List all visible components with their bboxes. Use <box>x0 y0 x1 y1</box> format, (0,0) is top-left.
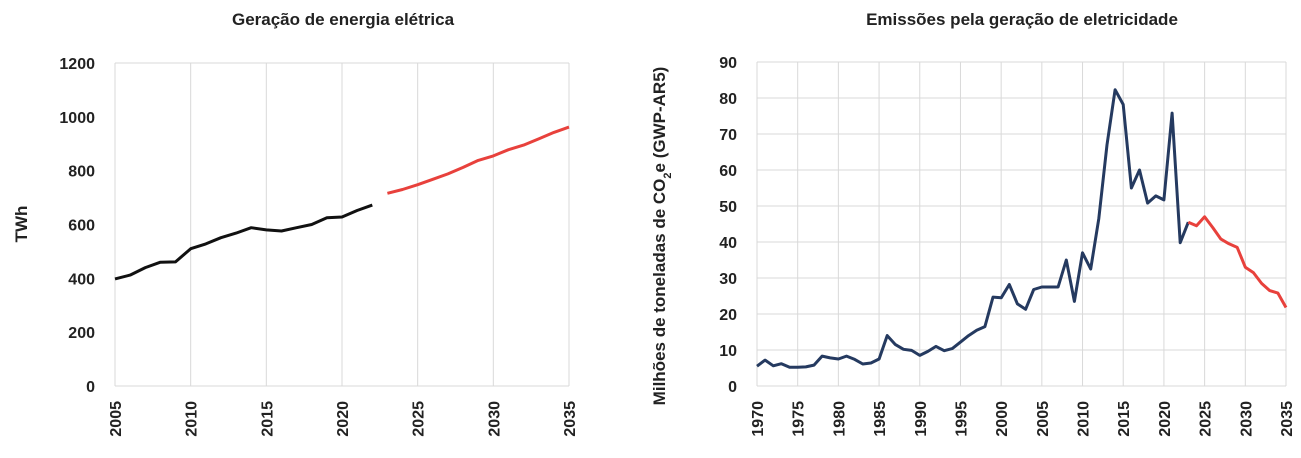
x-tick-label: 1995 <box>953 401 970 437</box>
x-tick-label: 2035 <box>562 401 579 437</box>
x-tick-label: 1985 <box>872 401 889 437</box>
x-tick-label: 2000 <box>994 401 1011 437</box>
x-tick-label: 2025 <box>411 401 428 437</box>
y-tick-label: 600 <box>68 218 95 235</box>
series-line-projection <box>1187 215 1288 309</box>
y-tick-label: 0 <box>86 379 95 396</box>
y-tick-label: 70 <box>719 127 737 144</box>
y-axis-label-part2: e (GWP-AR5) <box>650 67 669 173</box>
y-axis-label-subscript: 2 <box>662 172 674 178</box>
chart-power-generation: Geração de energia elétrica TWh 0 200 400 6… <box>0 0 600 458</box>
y-axis-label: TWh <box>12 206 31 243</box>
chart-title: Geração de energia elétrica <box>232 10 455 29</box>
chart-power-generation-svg: Geração de energia elétrica TWh 0 200 400 6… <box>12 10 579 437</box>
y-tick-label: 10 <box>719 343 737 360</box>
chart-emissions-svg: Emissões pela geração de eletricidade Mi… <box>650 10 1296 437</box>
y-tick-label: 20 <box>719 307 737 324</box>
x-tick-label: 2005 <box>1035 401 1052 437</box>
x-tick-label: 2010 <box>184 401 201 437</box>
y-tick-label: 80 <box>719 91 737 108</box>
y-axis-label: Milhões de toneladas de CO2e (GWP-AR5) <box>650 67 674 406</box>
x-tick-label: 2025 <box>1198 401 1215 437</box>
chart-emissions: Emissões pela geração de eletricidade Mi… <box>630 0 1301 458</box>
y-tick-label: 40 <box>719 235 737 252</box>
y-tick-label: 50 <box>719 199 737 216</box>
x-tick-label: 2020 <box>335 401 352 437</box>
y-tick-label: 30 <box>719 271 737 288</box>
x-tick-label: 1980 <box>831 401 848 437</box>
x-tick-label: 2015 <box>1116 401 1133 437</box>
series-line-projection <box>387 125 570 195</box>
y-tick-label: 800 <box>68 164 95 181</box>
x-tick-label: 1975 <box>791 401 808 437</box>
y-tick-label: 90 <box>719 55 737 72</box>
x-tick-label: 1990 <box>913 401 930 437</box>
y-tick-label: 400 <box>68 271 95 288</box>
y-tick-label: 200 <box>68 325 95 342</box>
x-tick-label: 1970 <box>750 401 767 437</box>
series-line-historical <box>114 203 373 281</box>
series-line-historical <box>756 88 1190 369</box>
x-tick-label: 2030 <box>486 401 503 437</box>
y-axis-label-part1: Milhões de toneladas de CO <box>650 179 669 406</box>
x-tick-label: 2010 <box>1076 401 1093 437</box>
chart-title: Emissões pela geração de eletricidade <box>866 10 1178 29</box>
x-tick-label: 2030 <box>1238 401 1255 437</box>
x-tick-label: 2015 <box>259 401 276 437</box>
y-tick-label: 60 <box>719 163 737 180</box>
y-tick-label: 1200 <box>59 56 95 73</box>
x-tick-label: 2035 <box>1279 401 1296 437</box>
x-tick-label: 2020 <box>1157 401 1174 437</box>
x-tick-label: 2005 <box>108 401 125 437</box>
y-tick-label: 1000 <box>59 110 95 127</box>
y-tick-label: 0 <box>728 379 737 396</box>
